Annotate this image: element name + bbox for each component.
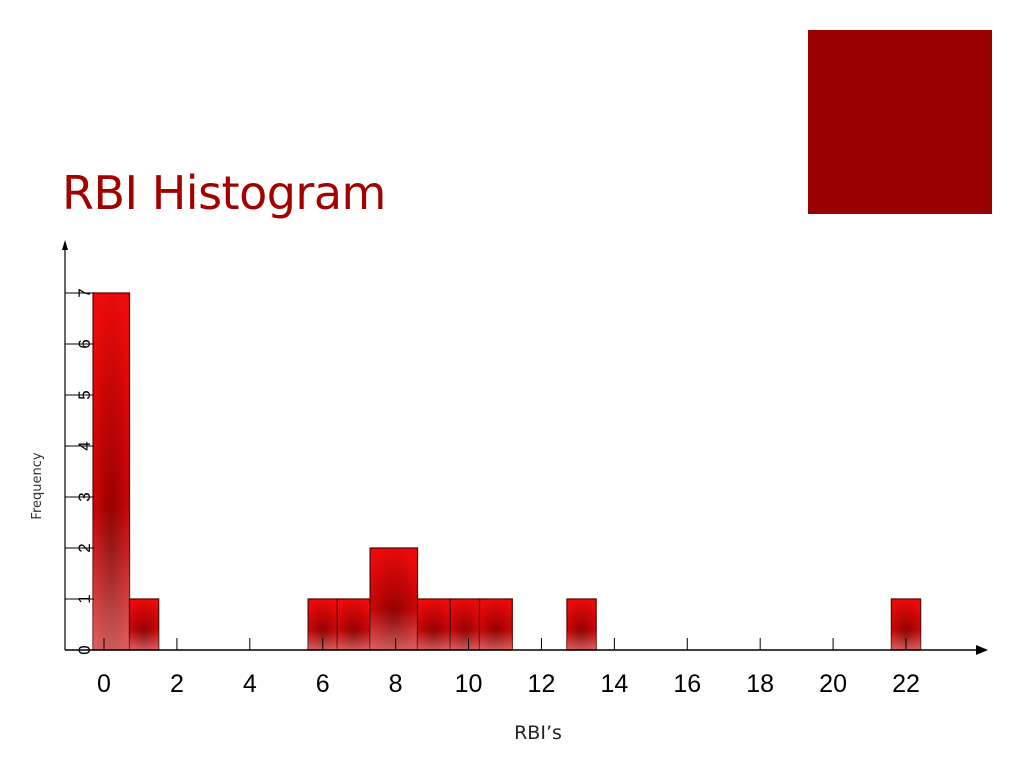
y-tick-label: 7 [75, 288, 94, 297]
bars-layer [92, 292, 922, 651]
x-axis-arrow [976, 645, 988, 655]
x-tick-label: 8 [389, 670, 403, 698]
histogram-bar [128, 598, 160, 651]
x-tick-label: 2 [170, 670, 184, 698]
histogram-bar [92, 292, 131, 651]
histogram-bar [416, 598, 451, 651]
y-tick-label: 3 [75, 492, 94, 501]
y-axis-arrow [62, 240, 68, 250]
histogram-bar [336, 598, 371, 651]
x-tick-label: 12 [528, 670, 556, 698]
x-tick-label: 22 [892, 670, 920, 698]
x-tick-label: 18 [746, 670, 774, 698]
slide-title: RBI Histogram [62, 166, 386, 220]
y-tick-label: 6 [75, 339, 94, 348]
accent-square [808, 30, 992, 214]
y-tick-label: 2 [75, 543, 94, 552]
histogram-bar [369, 547, 419, 651]
y-tick-label: 0 [75, 645, 94, 654]
x-tick-label: 20 [819, 670, 847, 698]
x-tick-label: 14 [600, 670, 628, 698]
histogram-bar [449, 598, 481, 651]
x-axis-label: RBI’s [514, 722, 562, 744]
histogram-bar [566, 598, 597, 651]
y-tick-label: 5 [75, 390, 94, 399]
x-tick-label: 16 [673, 670, 701, 698]
x-tick-label: 4 [243, 670, 257, 698]
histogram-bar [478, 598, 513, 651]
y-axis-label: Frequency [30, 452, 45, 519]
x-tick-label: 6 [316, 670, 330, 698]
y-tick-label: 4 [75, 441, 94, 450]
y-tick-label: 1 [75, 594, 94, 603]
x-tick-label: 0 [97, 670, 111, 698]
x-tick-label: 10 [455, 670, 483, 698]
